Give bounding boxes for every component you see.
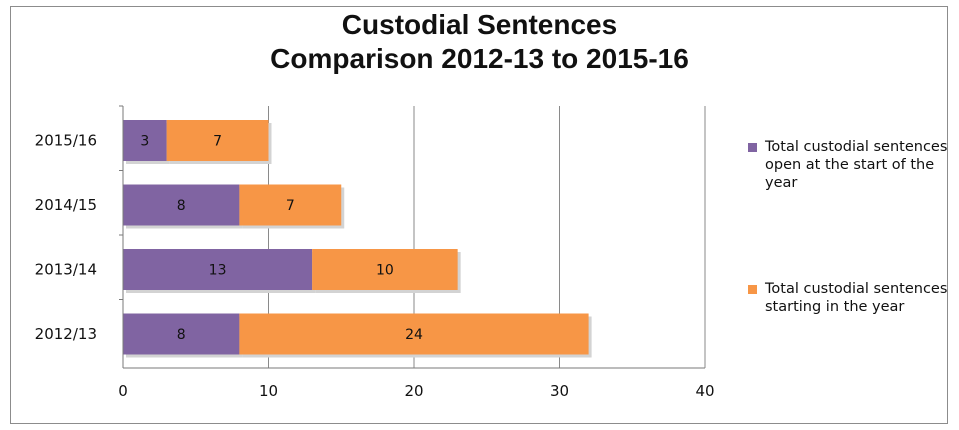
x-tick-label: 30 bbox=[550, 382, 569, 400]
legend-item-starting: Total custodial sentences starting in th… bbox=[748, 280, 959, 316]
legend-label-open: Total custodial sentences open at the st… bbox=[765, 139, 948, 191]
bar-open-2012-13 bbox=[123, 313, 240, 355]
bar-starting-2012-13 bbox=[239, 313, 589, 355]
axes: 0 10 20 30 40 2015/16 2014/15 2013/14 2012/13 bbox=[35, 105, 715, 400]
data-label: 8 bbox=[177, 198, 186, 214]
data-label: 7 bbox=[286, 198, 295, 214]
data-labels: 3 7 8 7 13 10 8 24 bbox=[140, 134, 423, 344]
chart-title-line-2: Comparison 2012-13 to 2015-16 bbox=[270, 43, 689, 74]
data-label: 10 bbox=[376, 263, 394, 279]
data-label: 13 bbox=[209, 263, 227, 279]
x-tick-label: 10 bbox=[259, 382, 278, 400]
bars bbox=[123, 120, 592, 358]
bar-starting-2014-15 bbox=[239, 184, 342, 226]
data-label: 24 bbox=[405, 327, 423, 343]
x-tick-label: 20 bbox=[404, 382, 423, 400]
chart-title: Custodial Sentences Comparison 2012-13 t… bbox=[0, 8, 959, 76]
data-label: 3 bbox=[140, 134, 149, 150]
y-tick-label: 2015/16 bbox=[35, 132, 97, 150]
chart-title-line-1: Custodial Sentences bbox=[341, 9, 618, 40]
y-tick-label: 2014/15 bbox=[35, 196, 97, 214]
bar-starting-2015-16 bbox=[166, 120, 269, 161]
bar-open-2013-14 bbox=[123, 249, 313, 290]
x-tick-label: 40 bbox=[695, 382, 714, 400]
data-label: 7 bbox=[213, 134, 222, 150]
legend-label-starting: Total custodial sentences starting in th… bbox=[765, 281, 948, 315]
bar-open-2015-16 bbox=[123, 120, 167, 161]
data-label: 8 bbox=[177, 327, 186, 343]
y-tick-label: 2013/14 bbox=[35, 261, 97, 279]
legend-swatch-starting bbox=[748, 285, 757, 294]
bar-starting-2013-14 bbox=[312, 249, 458, 290]
y-tick-label: 2012/13 bbox=[35, 325, 97, 343]
legend-item-open: Total custodial sentences open at the st… bbox=[748, 138, 959, 192]
bar-open-2014-15 bbox=[123, 184, 240, 226]
x-tick-label: 0 bbox=[118, 382, 128, 400]
legend-swatch-open bbox=[748, 143, 757, 152]
